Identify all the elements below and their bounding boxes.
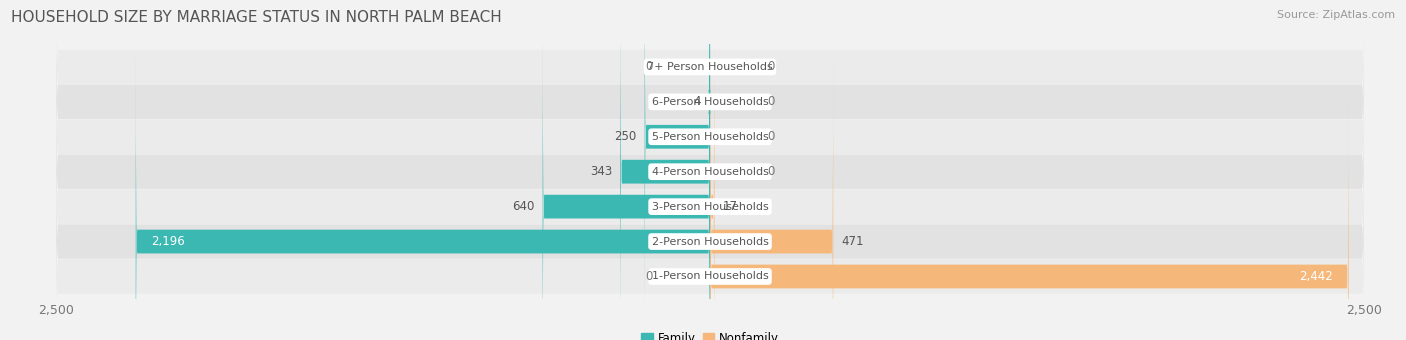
Text: 5-Person Households: 5-Person Households xyxy=(651,132,769,142)
FancyBboxPatch shape xyxy=(710,79,1348,340)
FancyBboxPatch shape xyxy=(709,0,710,300)
FancyBboxPatch shape xyxy=(53,0,1367,340)
FancyBboxPatch shape xyxy=(543,9,710,340)
FancyBboxPatch shape xyxy=(53,0,1367,340)
FancyBboxPatch shape xyxy=(53,0,1367,340)
Text: 0: 0 xyxy=(768,61,775,73)
Text: 17: 17 xyxy=(723,200,737,213)
FancyBboxPatch shape xyxy=(710,9,714,340)
Text: 6-Person Households: 6-Person Households xyxy=(651,97,769,107)
Text: Source: ZipAtlas.com: Source: ZipAtlas.com xyxy=(1277,10,1395,20)
FancyBboxPatch shape xyxy=(710,44,834,340)
FancyBboxPatch shape xyxy=(644,0,710,335)
Text: 250: 250 xyxy=(614,130,637,143)
FancyBboxPatch shape xyxy=(53,0,1367,340)
Text: 2,442: 2,442 xyxy=(1299,270,1333,283)
Text: 0: 0 xyxy=(768,95,775,108)
Text: HOUSEHOLD SIZE BY MARRIAGE STATUS IN NORTH PALM BEACH: HOUSEHOLD SIZE BY MARRIAGE STATUS IN NOR… xyxy=(11,10,502,25)
Legend: Family, Nonfamily: Family, Nonfamily xyxy=(637,327,783,340)
FancyBboxPatch shape xyxy=(53,0,1367,340)
Text: 2,196: 2,196 xyxy=(152,235,186,248)
Text: 1-Person Households: 1-Person Households xyxy=(651,272,769,282)
Text: 0: 0 xyxy=(768,165,775,178)
Text: 4: 4 xyxy=(693,95,702,108)
Text: 7+ Person Households: 7+ Person Households xyxy=(647,62,773,72)
Text: 640: 640 xyxy=(512,200,534,213)
Text: 343: 343 xyxy=(591,165,613,178)
FancyBboxPatch shape xyxy=(53,0,1367,340)
FancyBboxPatch shape xyxy=(620,0,710,340)
Text: 0: 0 xyxy=(645,61,652,73)
FancyBboxPatch shape xyxy=(53,0,1367,340)
Text: 471: 471 xyxy=(841,235,863,248)
Text: 0: 0 xyxy=(645,270,652,283)
Text: 4-Person Households: 4-Person Households xyxy=(651,167,769,177)
Text: 0: 0 xyxy=(768,130,775,143)
Text: 2-Person Households: 2-Person Households xyxy=(651,237,769,246)
FancyBboxPatch shape xyxy=(136,44,710,340)
Text: 3-Person Households: 3-Person Households xyxy=(651,202,769,211)
